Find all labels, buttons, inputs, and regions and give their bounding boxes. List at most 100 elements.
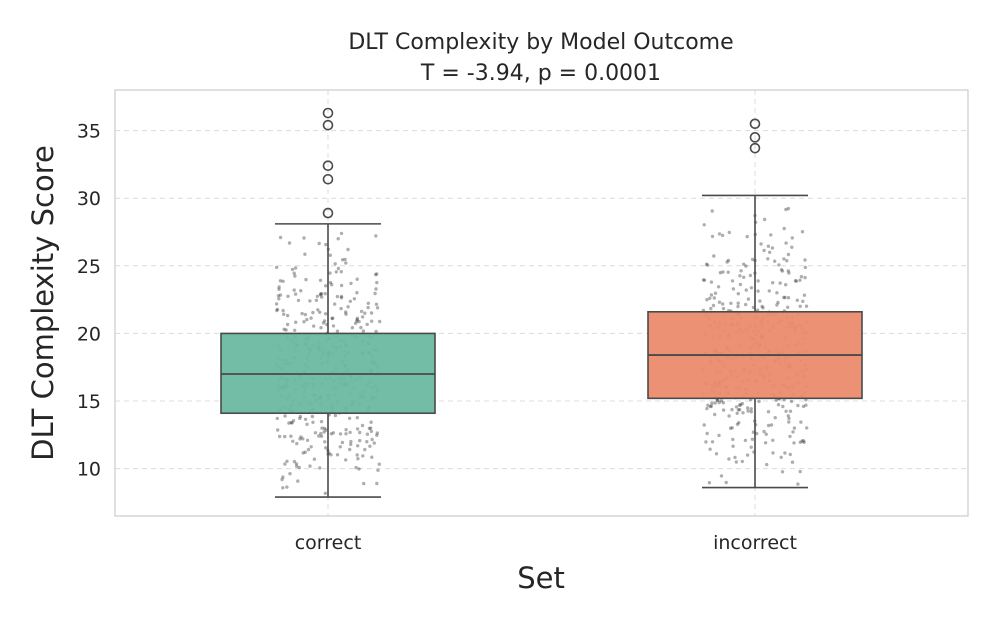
jitter-point [708, 404, 713, 409]
jitter-point [344, 458, 348, 462]
jitter-point [716, 398, 720, 402]
jitter-point [705, 431, 709, 436]
jitter-point [714, 452, 719, 456]
jitter-point [282, 312, 286, 316]
jitter-point [344, 310, 348, 314]
jitter-point [274, 302, 279, 306]
jitter-point [329, 432, 334, 436]
jitter-point [727, 230, 731, 235]
jitter-point [318, 310, 322, 314]
jitter-point [724, 480, 728, 485]
jitter-point [750, 437, 755, 441]
jitter-point [281, 475, 285, 479]
jitter-point [277, 434, 282, 439]
jitter-point [745, 234, 749, 239]
jitter-point [780, 470, 785, 474]
jitter-point [312, 324, 316, 328]
jitter-point [306, 447, 311, 452]
jitter-point [757, 399, 761, 404]
jitter-point [788, 409, 793, 413]
jitter-point [329, 453, 333, 457]
jitter-point [313, 431, 318, 435]
jitter-point [366, 301, 370, 305]
jitter-point [749, 410, 753, 414]
jitter-point [277, 287, 281, 291]
jitter-point [335, 329, 340, 333]
jitter-point [758, 299, 762, 303]
jitter-point [786, 269, 790, 273]
jitter-point [333, 302, 337, 306]
y-tick-label: 15 [77, 391, 101, 413]
jitter-point [352, 297, 357, 301]
jitter-point [323, 440, 327, 444]
jitter-point [328, 280, 333, 285]
jitter-point [293, 328, 297, 332]
jitter-point [363, 447, 367, 452]
jitter-point [370, 319, 374, 323]
jitter-point [761, 306, 765, 310]
jitter-point [792, 441, 796, 445]
jitter-point [730, 407, 734, 412]
jitter-point [708, 447, 712, 451]
jitter-point [339, 231, 344, 236]
jitter-point [719, 399, 724, 403]
jitter-point [357, 319, 361, 324]
jitter-point [277, 285, 281, 289]
jitter-point [334, 270, 338, 274]
y-tick-label: 30 [77, 188, 101, 210]
jitter-point [779, 455, 783, 459]
jitter-point [706, 403, 710, 407]
jitter-point [716, 285, 721, 289]
jitter-point [363, 311, 367, 315]
jitter-point [375, 280, 379, 285]
jitter-point [803, 265, 808, 270]
jitter-point [333, 262, 337, 266]
jitter-point [285, 459, 289, 463]
jitter-point [744, 302, 748, 307]
jitter-point [338, 432, 343, 436]
y-tick-labels: 10 15 20 25 30 35 [77, 121, 101, 481]
jitter-point [299, 289, 303, 293]
jitter-point [320, 295, 324, 299]
jitter-point [308, 299, 312, 303]
jitter-point [793, 279, 798, 283]
jitter-point [782, 257, 786, 261]
jitter-point [296, 479, 300, 483]
jitter-point [344, 432, 348, 436]
jitter-point [734, 460, 738, 464]
jitter-point [281, 486, 285, 490]
jitter-point [309, 445, 313, 449]
jitter-point [760, 304, 764, 309]
jitter-point [782, 226, 786, 231]
jitter-point [731, 287, 736, 291]
jitter-point [331, 316, 335, 320]
jitter-point [287, 421, 291, 425]
jitter-point [323, 491, 327, 495]
jitter-point [319, 292, 324, 296]
jitter-point [339, 294, 344, 299]
jitter-point [319, 419, 324, 424]
jitter-point [320, 426, 324, 430]
jitter-point [355, 416, 359, 420]
jitter-point [740, 401, 744, 406]
jitter-point [321, 321, 326, 325]
jitter-point [765, 462, 769, 467]
y-tick-label: 35 [77, 121, 101, 143]
jitter-point [712, 254, 716, 258]
jitter-point [275, 307, 280, 312]
jitter-point [298, 416, 302, 421]
jitter-point [785, 259, 789, 263]
jitter-point [324, 428, 328, 432]
jitter-point [764, 432, 768, 436]
jitter-point [727, 457, 731, 461]
jitter-point [304, 277, 308, 282]
jitter-point [718, 271, 723, 275]
jitter-point [779, 268, 784, 272]
jitter-point [784, 207, 788, 212]
jitter-point [742, 275, 746, 279]
jitter-point [775, 291, 779, 295]
jitter-point [755, 431, 759, 436]
jitter-point [301, 437, 305, 441]
jitter-point [290, 421, 294, 425]
